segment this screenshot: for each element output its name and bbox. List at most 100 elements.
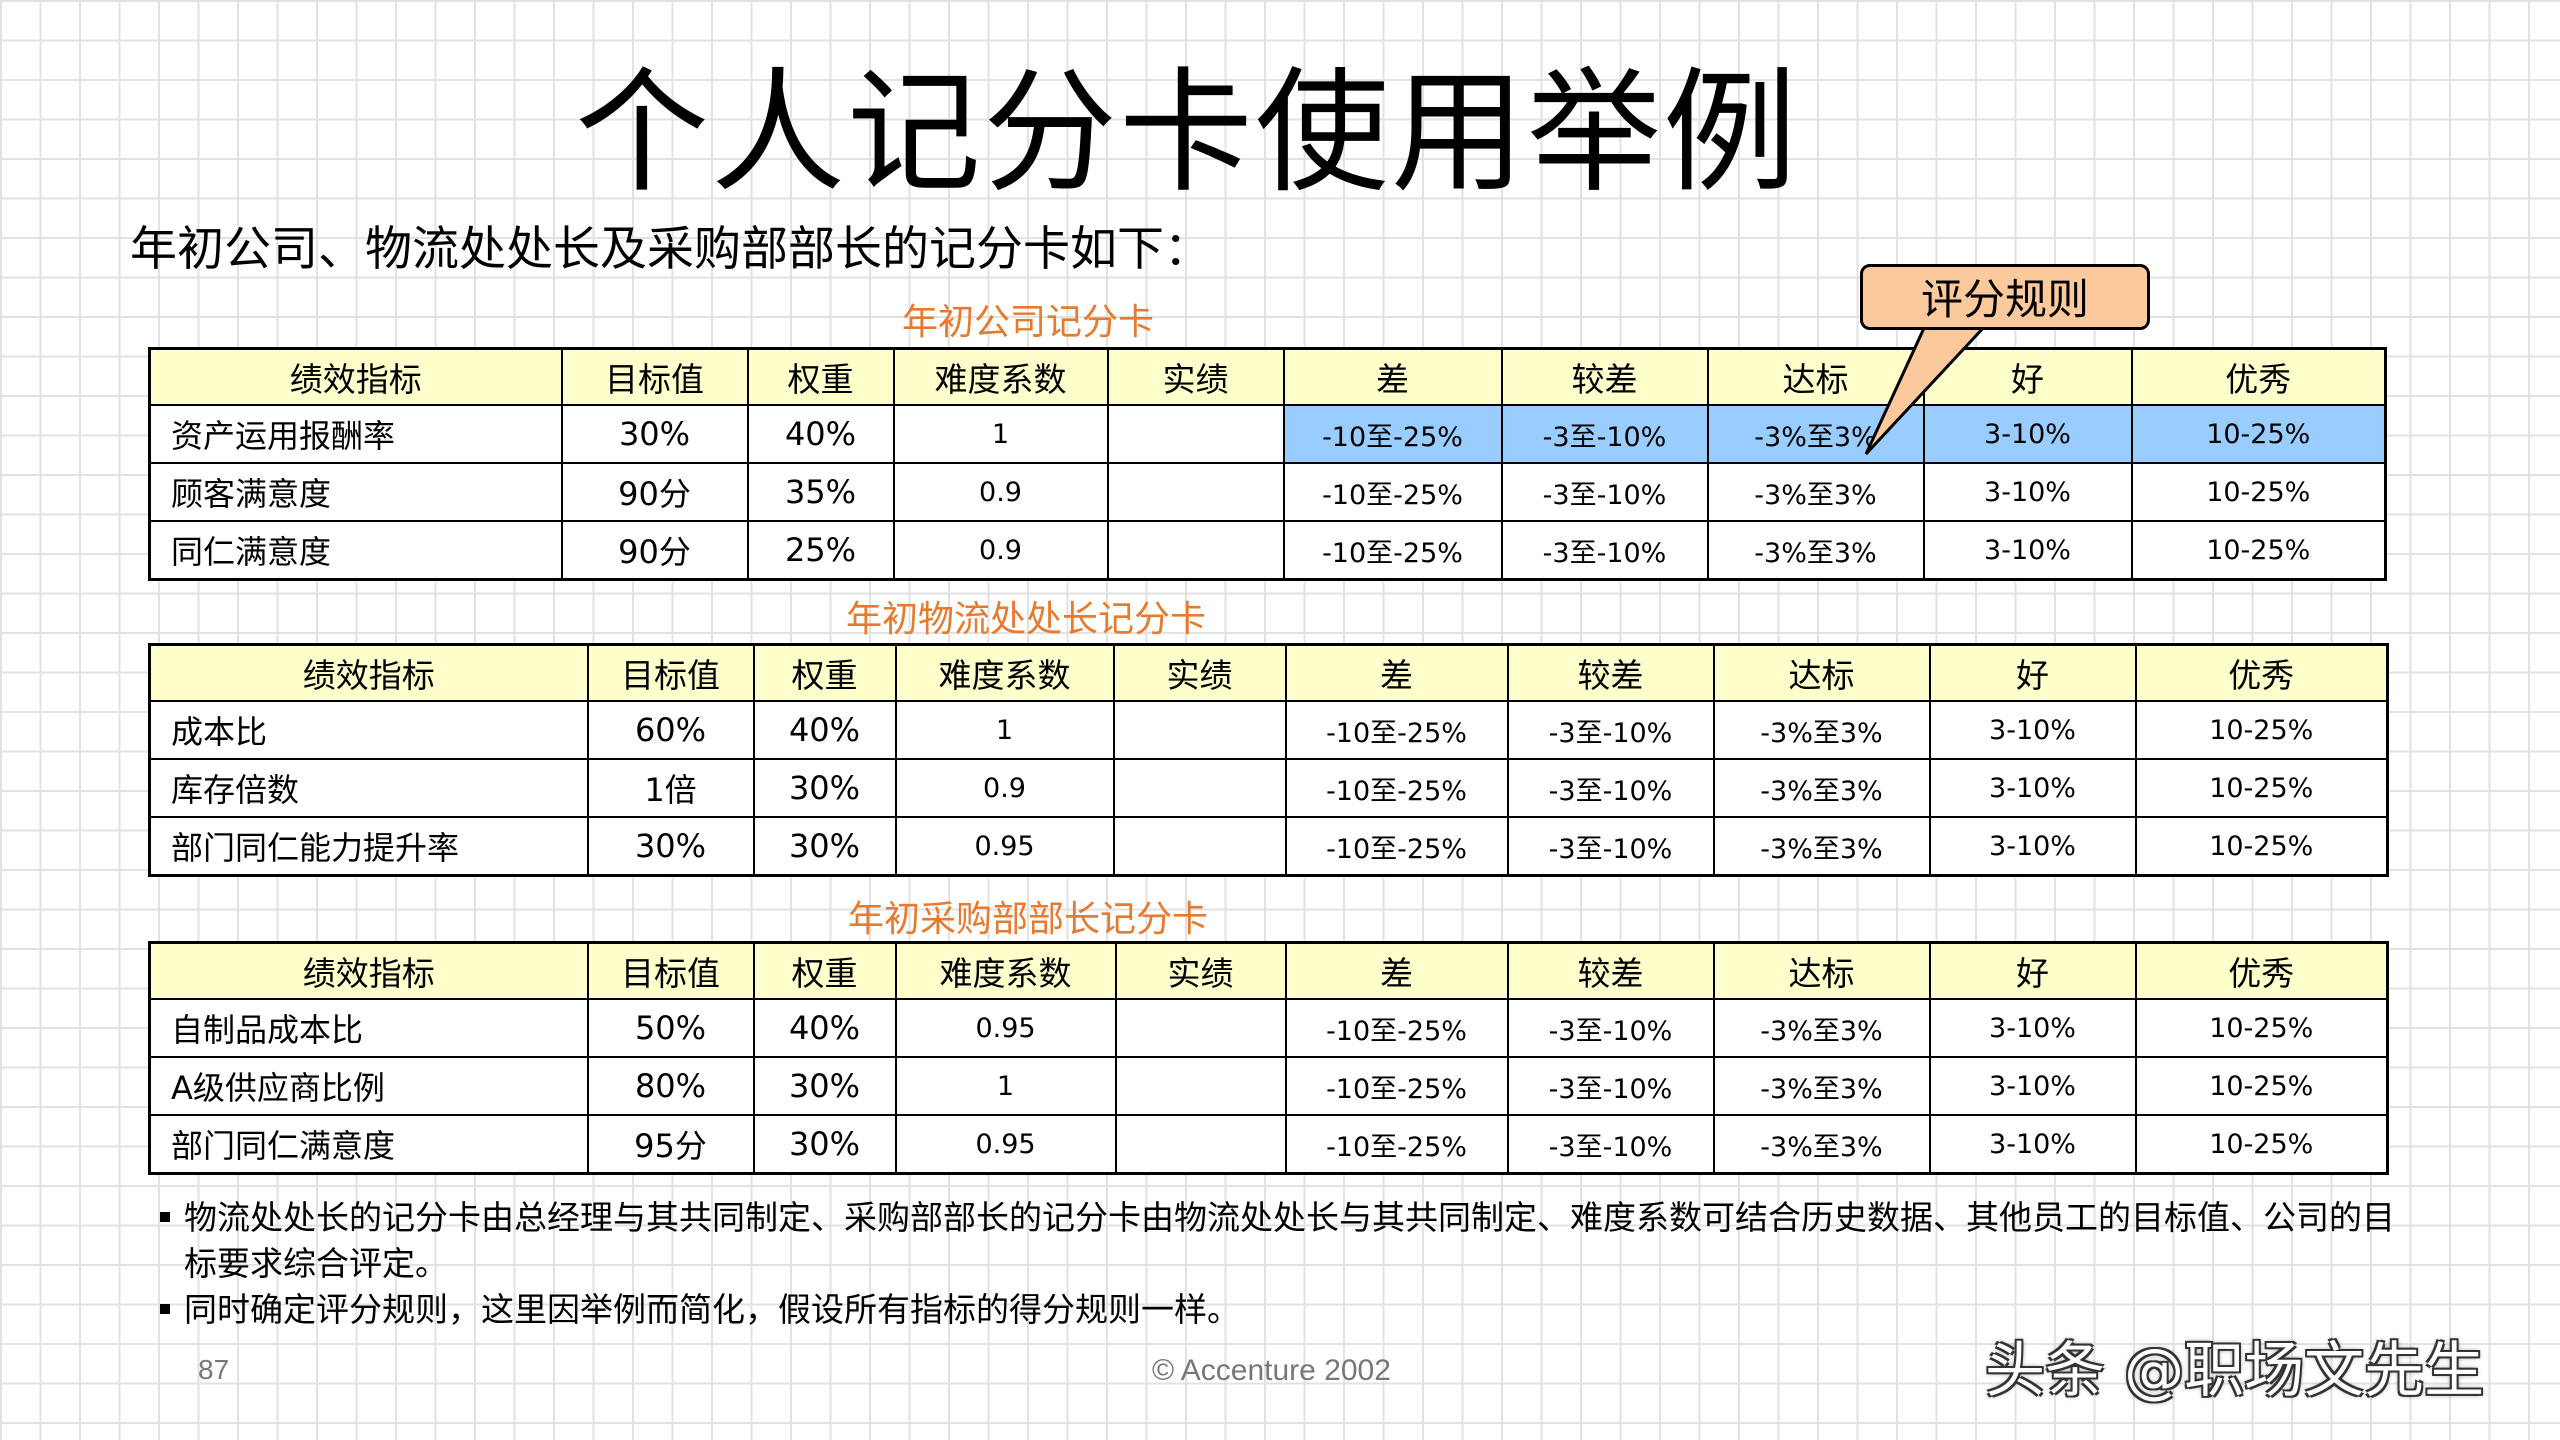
rule-poor-cell: -10至-25% xyxy=(1284,758,1509,818)
rule-good-cell: 3-10% xyxy=(1922,462,2133,522)
actual-cell xyxy=(1114,1056,1287,1116)
rule-poor-cell: -10至-25% xyxy=(1284,1056,1509,1116)
rule-good-cell: 3-10% xyxy=(1928,758,2137,818)
table-row: 成本比 60% 40% 1 -10至-25% -3至-10% -3%至3% 3-… xyxy=(148,700,2389,760)
weight-cell: 35% xyxy=(746,462,895,522)
slide-subtitle: 年初公司、物流处处长及采购部部长的记分卡如下： xyxy=(130,222,1211,277)
rule-fair-cell: -3至-10% xyxy=(1500,404,1709,464)
rule-excellent-cell: 10-25% xyxy=(2130,404,2387,464)
actual-cell xyxy=(1114,1114,1287,1175)
header-cell: 达标 xyxy=(1712,643,1931,702)
header-cell: 权重 xyxy=(752,643,897,702)
scorecard-table-company: 绩效指标 目标值 权重 难度系数 实绩 差 较差 达标 好 优秀 资产运用报酬率… xyxy=(148,347,2387,581)
difficulty-cell: 1 xyxy=(892,404,1109,464)
rule-poor-cell: -10至-25% xyxy=(1284,1114,1509,1175)
actual-cell xyxy=(1112,758,1287,818)
table-row: A级供应商比例 80% 30% 1 -10至-25% -3至-10% -3%至3… xyxy=(148,1056,2389,1116)
header-cell: 难度系数 xyxy=(892,347,1109,406)
target-cell: 1倍 xyxy=(586,758,755,818)
rule-excellent-cell: 10-25% xyxy=(2134,700,2389,760)
difficulty-cell: 0.9 xyxy=(894,758,1115,818)
table-row: 部门同仁满意度 95分 30% 0.95 -10至-25% -3至-10% -3… xyxy=(148,1114,2389,1175)
table-row: 同仁满意度 90分 25% 0.9 -10至-25% -3至-10% -3%至3… xyxy=(148,520,2387,581)
difficulty-cell: 0.95 xyxy=(894,998,1117,1058)
rule-good-cell: 3-10% xyxy=(1928,1056,2137,1116)
header-cell: 较差 xyxy=(1506,643,1715,702)
table-header-row: 绩效指标 目标值 权重 难度系数 实绩 差 较差 达标 好 优秀 xyxy=(148,643,2389,702)
target-cell: 95分 xyxy=(586,1114,755,1175)
header-cell: 优秀 xyxy=(2130,347,2387,406)
rule-target-cell: -3%至3% xyxy=(1712,758,1931,818)
actual-cell xyxy=(1112,816,1287,877)
rule-excellent-cell: 10-25% xyxy=(2134,816,2389,877)
rule-poor-cell: -10至-25% xyxy=(1282,462,1503,522)
metric-name-cell: 同仁满意度 xyxy=(148,520,563,581)
rule-good-cell: 3-10% xyxy=(1922,404,2133,464)
target-cell: 30% xyxy=(560,404,749,464)
metric-name-cell: 成本比 xyxy=(148,700,589,760)
metric-name-cell: A级供应商比例 xyxy=(148,1056,589,1116)
table-row: 库存倍数 1倍 30% 0.9 -10至-25% -3至-10% -3%至3% … xyxy=(148,758,2389,818)
table-row: 资产运用报酬率 30% 40% 1 -10至-25% -3至-10% -3%至3… xyxy=(148,404,2387,464)
weight-cell: 40% xyxy=(752,700,897,760)
rule-good-cell: 3-10% xyxy=(1928,998,2137,1058)
rule-fair-cell: -3至-10% xyxy=(1506,700,1715,760)
target-cell: 30% xyxy=(586,816,755,877)
slide-title: 个人记分卡使用举例 xyxy=(575,55,1800,211)
rule-excellent-cell: 10-25% xyxy=(2130,520,2387,581)
rule-fair-cell: -3至-10% xyxy=(1506,758,1715,818)
header-cell: 实绩 xyxy=(1106,347,1285,406)
weight-cell: 30% xyxy=(752,758,897,818)
actual-cell xyxy=(1106,520,1285,581)
target-cell: 80% xyxy=(586,1056,755,1116)
metric-name-cell: 部门同仁满意度 xyxy=(148,1114,589,1175)
metric-name-cell: 资产运用报酬率 xyxy=(148,404,563,464)
header-cell: 较差 xyxy=(1506,941,1715,1000)
rule-excellent-cell: 10-25% xyxy=(2134,1114,2389,1175)
header-cell: 差 xyxy=(1282,347,1503,406)
header-cell: 目标值 xyxy=(586,941,755,1000)
header-cell: 好 xyxy=(1928,643,2137,702)
difficulty-cell: 0.9 xyxy=(892,520,1109,581)
header-cell: 权重 xyxy=(746,347,895,406)
rule-target-cell: -3%至3% xyxy=(1712,1114,1931,1175)
rule-poor-cell: -10至-25% xyxy=(1282,404,1503,464)
metric-name-cell: 顾客满意度 xyxy=(148,462,563,522)
note-item: 物流处处长的记分卡由总经理与其共同制定、采购部部长的记分卡由物流处处长与其共同制… xyxy=(160,1195,2400,1287)
target-cell: 90分 xyxy=(560,520,749,581)
rule-poor-cell: -10至-25% xyxy=(1284,998,1509,1058)
difficulty-cell: 1 xyxy=(894,700,1115,760)
header-cell: 难度系数 xyxy=(894,643,1115,702)
watermark: 头条 @职场文先生 xyxy=(1985,1336,2485,1406)
actual-cell xyxy=(1114,998,1287,1058)
metric-name-cell: 部门同仁能力提升率 xyxy=(148,816,589,877)
rule-good-cell: 3-10% xyxy=(1922,520,2133,581)
header-cell: 目标值 xyxy=(586,643,755,702)
header-cell: 较差 xyxy=(1500,347,1709,406)
rule-target-cell: -3%至3% xyxy=(1712,816,1931,877)
header-cell: 目标值 xyxy=(560,347,749,406)
weight-cell: 30% xyxy=(752,1114,897,1175)
weight-cell: 40% xyxy=(746,404,895,464)
rule-target-cell: -3%至3% xyxy=(1712,700,1931,760)
metric-name-cell: 库存倍数 xyxy=(148,758,589,818)
rule-fair-cell: -3至-10% xyxy=(1500,520,1709,581)
rule-good-cell: 3-10% xyxy=(1928,700,2137,760)
scorecard-table-logistics: 绩效指标 目标值 权重 难度系数 实绩 差 较差 达标 好 优秀 成本比 60%… xyxy=(148,643,2389,877)
page-number: 87 xyxy=(198,1354,230,1385)
table-header-row: 绩效指标 目标值 权重 难度系数 实绩 差 较差 达标 好 优秀 xyxy=(148,941,2389,1000)
header-cell: 差 xyxy=(1284,941,1509,1000)
table-caption-company: 年初公司记分卡 xyxy=(902,302,1155,343)
rule-good-cell: 3-10% xyxy=(1928,1114,2137,1175)
difficulty-cell: 0.9 xyxy=(892,462,1109,522)
header-cell: 绩效指标 xyxy=(148,643,589,702)
header-cell: 优秀 xyxy=(2134,941,2389,1000)
header-cell: 难度系数 xyxy=(894,941,1117,1000)
target-cell: 60% xyxy=(586,700,755,760)
target-cell: 90分 xyxy=(560,462,749,522)
target-cell: 50% xyxy=(586,998,755,1058)
rule-excellent-cell: 10-25% xyxy=(2134,998,2389,1058)
metric-name-cell: 自制品成本比 xyxy=(148,998,589,1058)
header-cell: 绩效指标 xyxy=(148,941,589,1000)
note-item: 同时确定评分规则，这里因举例而简化，假设所有指标的得分规则一样。 xyxy=(160,1287,2400,1333)
